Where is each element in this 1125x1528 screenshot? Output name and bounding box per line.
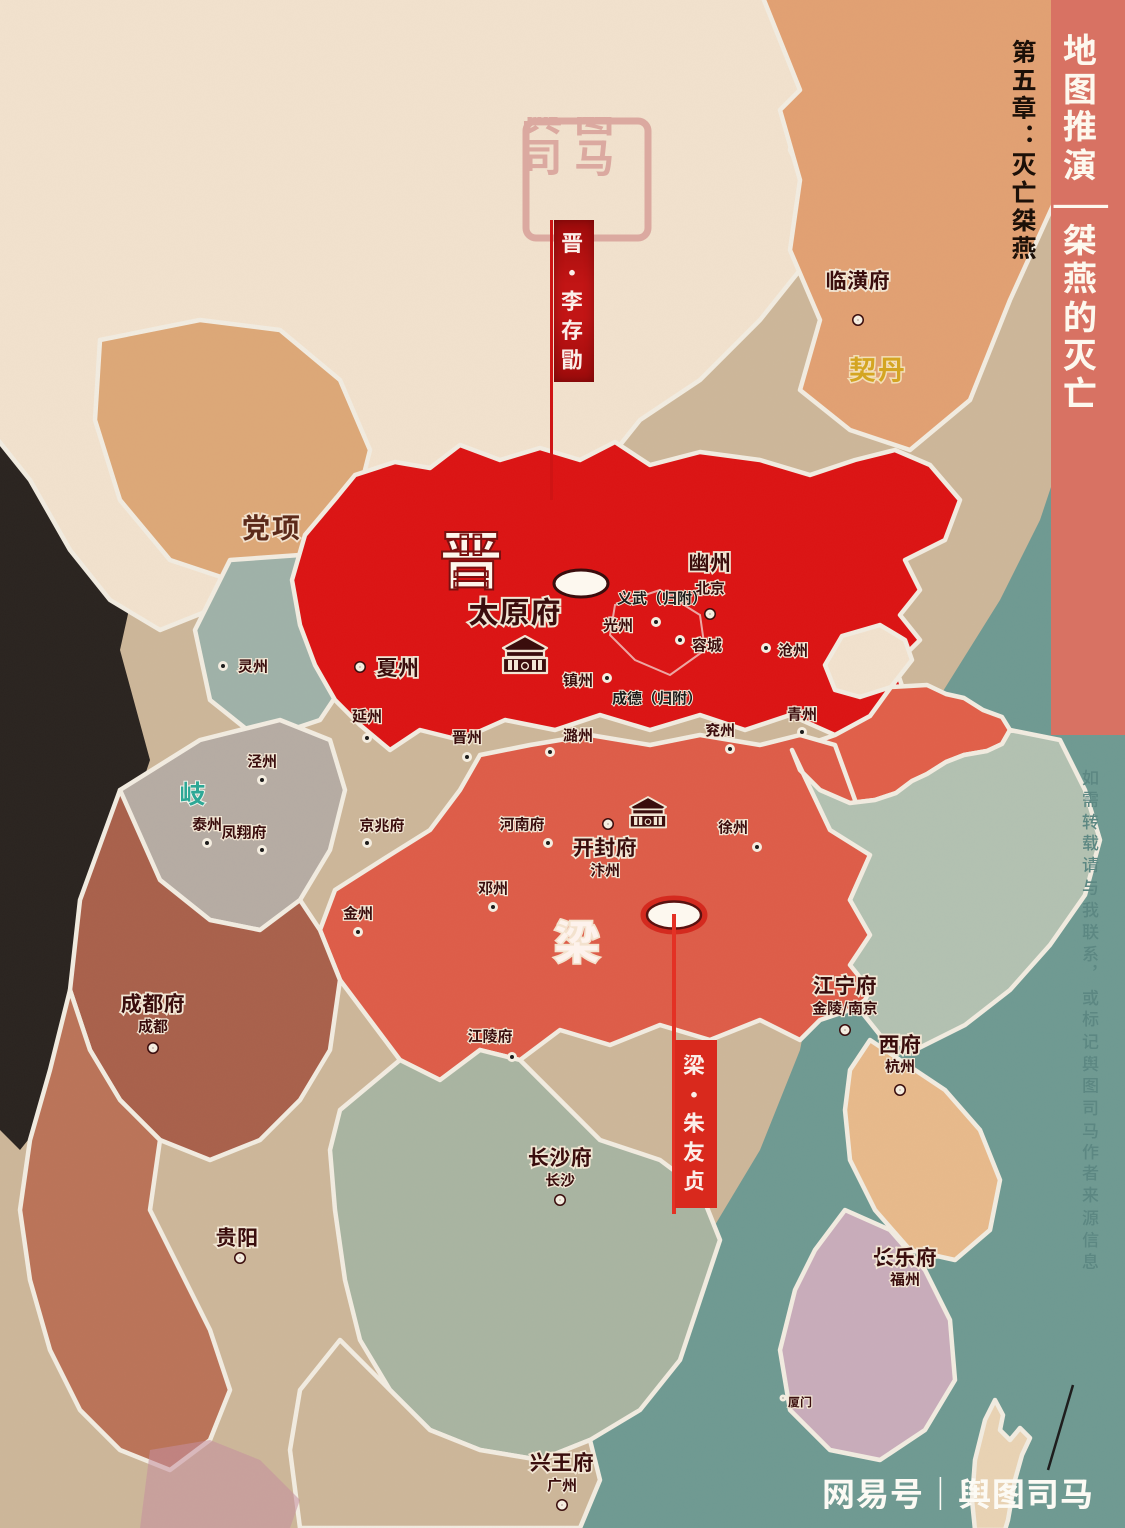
svg-text:與司: 與司 [522, 117, 571, 176]
svg-text:图马: 图马 [565, 117, 623, 177]
